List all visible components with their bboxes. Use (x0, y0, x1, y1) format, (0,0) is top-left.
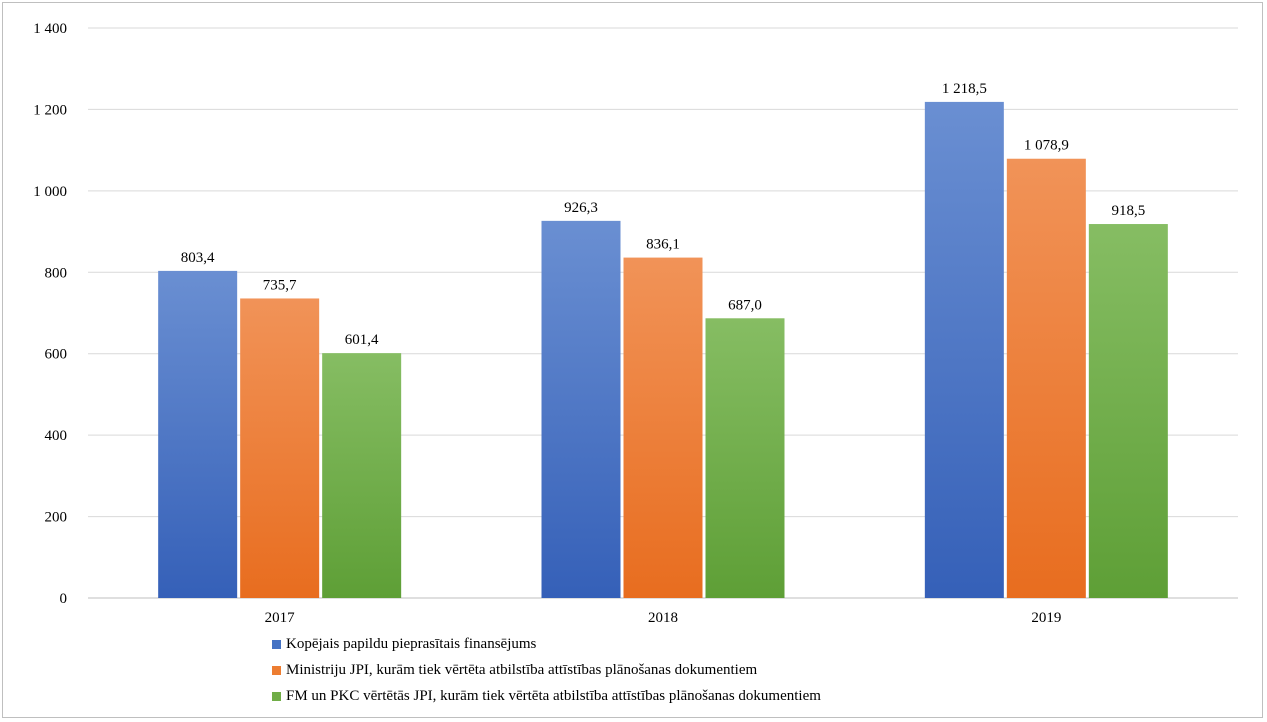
bar (240, 298, 320, 598)
data-label: 926,3 (564, 200, 598, 216)
bar (158, 270, 238, 598)
data-labels: 803,4 735,7 601,4 926,3 836,1 687,0 1 218,5 1 0… (181, 81, 1145, 348)
data-label: 1 078,9 (1024, 138, 1069, 154)
y-axis-ticks: 0 200 400 600 800 1 000 1 200 1 400 (33, 21, 67, 607)
legend-swatch (272, 639, 281, 649)
legend-label: Ministriju JPI, kurām tiek vērtēta atbil… (286, 661, 758, 678)
y-tick-label: 800 (45, 265, 68, 281)
bar (1088, 224, 1168, 598)
bars (158, 101, 1168, 599)
data-label: 735,7 (263, 277, 297, 293)
y-tick-label: 1 200 (33, 102, 67, 118)
data-label: 918,5 (1111, 203, 1145, 219)
data-label: 601,4 (345, 332, 379, 348)
bar (705, 318, 785, 598)
bar (322, 353, 402, 598)
y-tick-label: 200 (45, 510, 68, 526)
y-tick-label: 1 000 (33, 184, 67, 200)
data-label: 687,0 (728, 297, 762, 313)
legend-item: Kopējais papildu pieprasītais finansējum… (272, 631, 821, 657)
bar (623, 257, 703, 598)
y-tick-label: 0 (60, 591, 68, 607)
x-tick-label: 2019 (1031, 610, 1061, 626)
x-axis-ticks: 2017 2018 2019 (265, 610, 1062, 626)
bar (1006, 158, 1086, 598)
data-label: 836,1 (646, 237, 680, 253)
y-tick-label: 1 400 (33, 21, 67, 37)
data-label: 803,4 (181, 250, 215, 266)
legend-label: FM un PKC vērtētās JPI, kurām tiek vērtē… (286, 687, 821, 704)
bar (541, 220, 621, 598)
y-tick-label: 400 (45, 428, 68, 444)
legend-swatch (272, 691, 281, 701)
data-label: 1 218,5 (942, 81, 987, 97)
legend: Kopējais papildu pieprasītais finansējum… (272, 631, 821, 709)
legend-item: Ministriju JPI, kurām tiek vērtēta atbil… (272, 657, 821, 683)
legend-label: Kopējais papildu pieprasītais finansējum… (286, 635, 537, 652)
x-tick-label: 2018 (648, 610, 678, 626)
bar (924, 101, 1004, 599)
legend-item: FM un PKC vērtētās JPI, kurām tiek vērtē… (272, 683, 821, 709)
legend-swatch (272, 665, 281, 675)
x-tick-label: 2017 (265, 610, 296, 626)
y-tick-label: 600 (45, 347, 68, 363)
